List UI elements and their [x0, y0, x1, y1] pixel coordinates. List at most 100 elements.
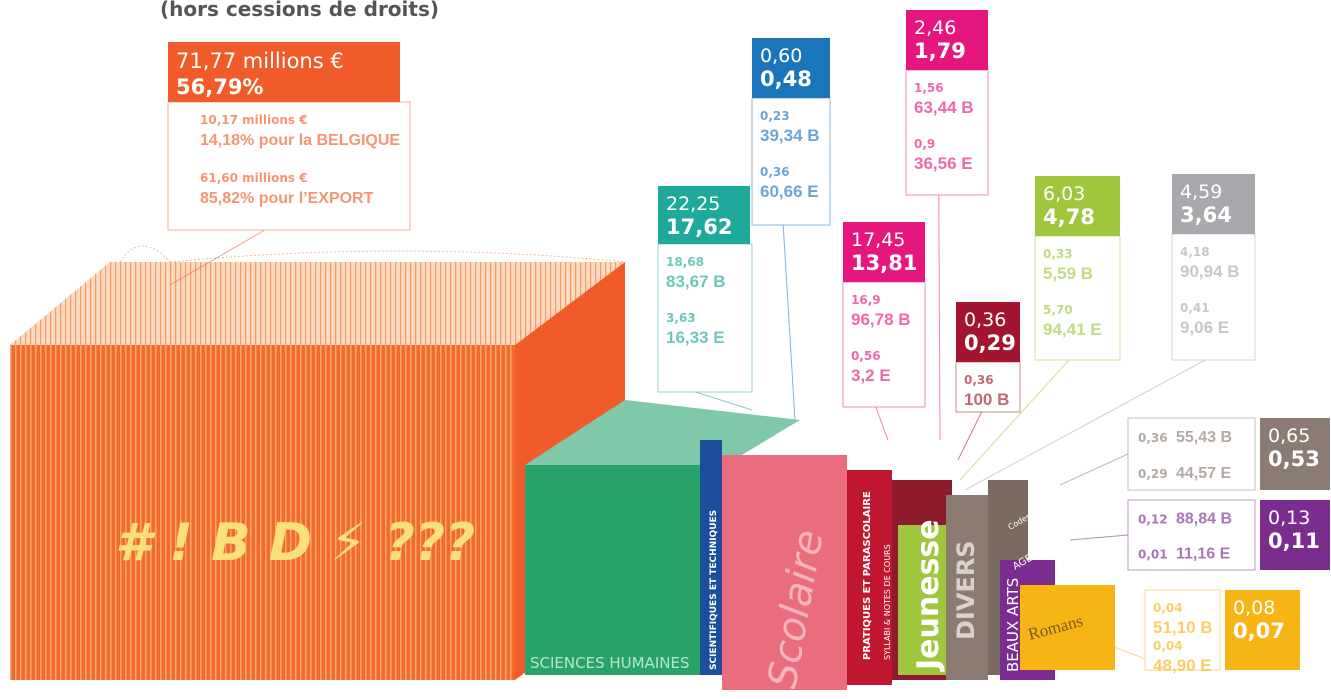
bd-arc: [119, 245, 626, 263]
total: 4,59: [1180, 181, 1222, 203]
detail-small: 3,63: [666, 311, 696, 325]
detail-big: 3,2 E: [851, 366, 891, 385]
detail-small: 1,56: [914, 81, 944, 95]
total-box: [168, 42, 400, 102]
detail-small: 0,41: [1180, 301, 1210, 315]
detail-big: 88,84 B: [1176, 511, 1232, 528]
total: 0,13: [1268, 507, 1310, 529]
share: 13,81: [851, 251, 917, 275]
detail-small: 0,33: [1043, 247, 1073, 261]
detail-big: 90,94 B: [1180, 262, 1240, 281]
connector: [1069, 534, 1129, 541]
detail-small: 18,68: [666, 255, 704, 269]
callout: 0,080,07 0,04 51,10 B 0,04 48,90 E: [1094, 589, 1300, 675]
st-book: [700, 440, 722, 675]
total-box: [658, 186, 750, 244]
share: 4,78: [1043, 205, 1095, 229]
detail-small: 0,12: [1138, 513, 1168, 527]
connector: [169, 229, 266, 286]
detail-small: 10,17 millions €: [200, 113, 308, 127]
pratiques-label: PRATIQUES ET PARASCOLAIRE: [862, 491, 873, 660]
total: 0,65: [1268, 425, 1310, 447]
pratiques-book: [847, 470, 892, 685]
detail-small: 0,36: [1138, 431, 1168, 445]
detail-box: [1127, 499, 1256, 571]
connector: [875, 406, 889, 441]
sh-front: [525, 465, 700, 675]
total: 0,36: [964, 309, 1006, 331]
detail-big: 83,67 B: [666, 272, 726, 291]
detail-big: 14,18% pour la BELGIQUE: [200, 132, 400, 149]
detail-big: 39,34 B: [760, 126, 820, 145]
total-box: [1035, 176, 1120, 236]
divers-book: [946, 495, 988, 680]
jeunesse-label: Jeunesse: [911, 519, 946, 672]
detail-small: 0,9: [914, 137, 935, 151]
share: 0,53: [1268, 447, 1320, 471]
detail-box: [1171, 233, 1256, 361]
callout: 2,461,79 1,56 63,44 B 0,9 36,56 E: [905, 10, 989, 441]
total-box: [906, 10, 988, 70]
detail-big: 16,33 E: [666, 328, 725, 347]
detail-big: 36,56 E: [914, 154, 973, 173]
detail-small: 0,36: [760, 165, 790, 179]
share: 0,07: [1233, 619, 1285, 643]
total: 2,46: [914, 17, 956, 39]
detail-box: [751, 97, 831, 226]
share: 17,62: [666, 215, 732, 239]
detail-big: 48,90 E: [1153, 656, 1212, 675]
detail-big: 94,41 E: [1043, 320, 1102, 339]
detail-box: [167, 101, 411, 231]
callout: 6,034,78 0,33 5,59 B 5,70 94,41 E: [959, 176, 1121, 481]
bd-front: [10, 345, 515, 680]
syllabi-label: SYLLABI & NOTES DE COURS: [883, 544, 892, 660]
total: 6,03: [1043, 183, 1085, 205]
detail-small: 0,01: [1138, 548, 1168, 562]
share: 3,64: [1180, 203, 1232, 227]
beaux-arts-label: BEAUX ARTS: [1004, 578, 1022, 672]
detail-big: 5,59 B: [1043, 264, 1093, 283]
detail-small: 0,29: [1138, 467, 1168, 481]
detail-box: [1034, 235, 1121, 361]
total-box: [1260, 418, 1330, 490]
detail-box: [955, 361, 1021, 413]
detail-big: 100 B: [964, 390, 1009, 409]
callout: 0,130,11 0,12 88,84 B 0,01 11,16 E: [1069, 499, 1330, 571]
total: 22,25: [666, 193, 720, 215]
bd-label: # ! B D ⚡ ???: [115, 513, 475, 573]
callout: 0,650,53 0,36 55,43 B 0,29 44,57 E: [1059, 417, 1330, 491]
detail-small: 0,36: [964, 373, 994, 387]
total-box: [752, 38, 830, 98]
detail-small: 0,04: [1153, 639, 1183, 653]
detail-box: [905, 69, 989, 196]
subtitle: (hors cessions de droits): [160, 0, 439, 21]
connector: [964, 359, 1206, 491]
share: 0,29: [964, 331, 1016, 355]
connector: [957, 411, 983, 461]
detail-box: [657, 243, 753, 393]
detail-big: 11,16 E: [1176, 546, 1231, 563]
bd-top: [10, 262, 625, 345]
total: 71,77 millions €: [176, 49, 344, 73]
detail-small: 16,9: [851, 293, 881, 307]
sh-label: SCIENCES HUMAINES: [530, 654, 689, 672]
detail-small: 0,23: [760, 109, 790, 123]
share: 0,48: [760, 67, 812, 91]
jeunesse-book: [898, 525, 946, 675]
detail-big: 96,78 B: [851, 310, 911, 329]
detail-big: 63,44 B: [914, 98, 974, 117]
share: 1,79: [914, 39, 966, 63]
scolaire-book: [722, 455, 847, 690]
detail-big: 85,82% pour l’EXPORT: [200, 190, 374, 207]
detail-big: 51,10 B: [1153, 618, 1213, 637]
connector: [959, 359, 1070, 481]
connector: [1059, 453, 1129, 486]
total-box: [956, 302, 1020, 362]
st-label: SCIENTIFIQUES ET TECHNIQUES: [709, 510, 719, 670]
detail-small: 4,18: [1180, 245, 1210, 259]
total: 17,45: [851, 229, 905, 251]
detail-small: 0,04: [1153, 601, 1183, 615]
